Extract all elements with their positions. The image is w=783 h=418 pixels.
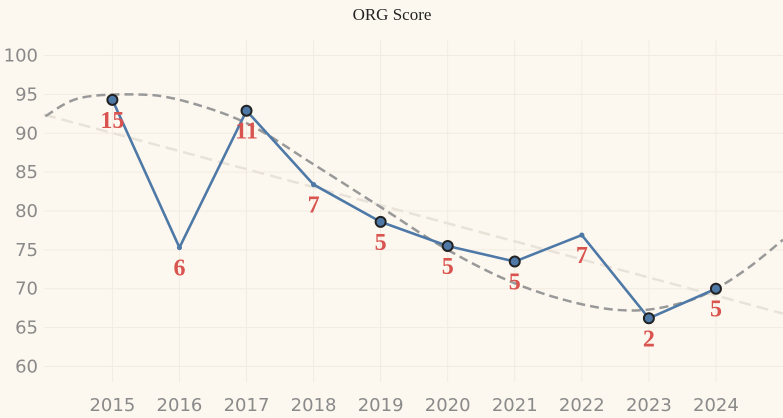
chart-title: ORG Score [353, 5, 432, 24]
count-labels: 15 6 11 7 5 5 5 7 2 5 [100, 108, 722, 352]
data-point-marker [642, 312, 655, 325]
y-tick-label: 60 [15, 356, 38, 377]
y-axis: 60 65 70 75 80 85 90 95 100 [4, 46, 38, 378]
count-label: 5 [442, 254, 454, 280]
data-point-marker [106, 93, 119, 106]
grid [44, 40, 783, 382]
count-label: 5 [710, 297, 722, 323]
trend-lines [43, 93, 783, 315]
count-label: 11 [235, 119, 258, 145]
y-tick-label: 75 [15, 240, 38, 261]
score-series-line [111, 99, 717, 320]
count-label: 5 [375, 230, 387, 256]
data-point-marker [441, 239, 454, 252]
count-label: 15 [100, 108, 124, 134]
x-tick-label: 2020 [425, 395, 471, 416]
y-tick-label: 85 [15, 162, 38, 183]
data-point-marker [240, 104, 253, 117]
data-point-marker [310, 181, 317, 188]
count-label: 7 [576, 243, 588, 269]
x-tick-label: 2023 [626, 395, 672, 416]
y-tick-label: 65 [15, 318, 38, 339]
data-point-marker [579, 232, 585, 238]
data-point-marker [374, 215, 387, 228]
x-tick-label: 2018 [291, 395, 337, 416]
x-tick-label: 2017 [224, 395, 270, 416]
count-label: 5 [509, 270, 521, 296]
y-tick-label: 100 [4, 46, 38, 67]
x-tick-label: 2016 [157, 395, 203, 416]
x-tick-label: 2021 [492, 395, 538, 416]
count-label: 6 [173, 256, 185, 282]
y-tick-label: 70 [15, 279, 38, 300]
data-point-marker [709, 282, 722, 295]
x-tick-label: 2015 [89, 395, 135, 416]
y-tick-label: 90 [15, 123, 38, 144]
linear-trend-line [43, 113, 783, 315]
x-tick-label: 2019 [358, 395, 404, 416]
count-label: 2 [643, 326, 655, 352]
data-point-marker [508, 255, 521, 268]
x-tick-label: 2024 [693, 395, 739, 416]
series [106, 93, 722, 325]
x-tick-label: 2022 [559, 395, 605, 416]
y-tick-label: 95 [15, 84, 38, 105]
x-axis: 2015 2016 2017 2018 2019 2020 2021 2022 2023 2024 [89, 395, 738, 416]
y-tick-label: 80 [15, 201, 38, 222]
data-point-marker [176, 244, 183, 251]
polynomial-trend-curve [44, 93, 783, 312]
count-label: 7 [308, 193, 320, 219]
